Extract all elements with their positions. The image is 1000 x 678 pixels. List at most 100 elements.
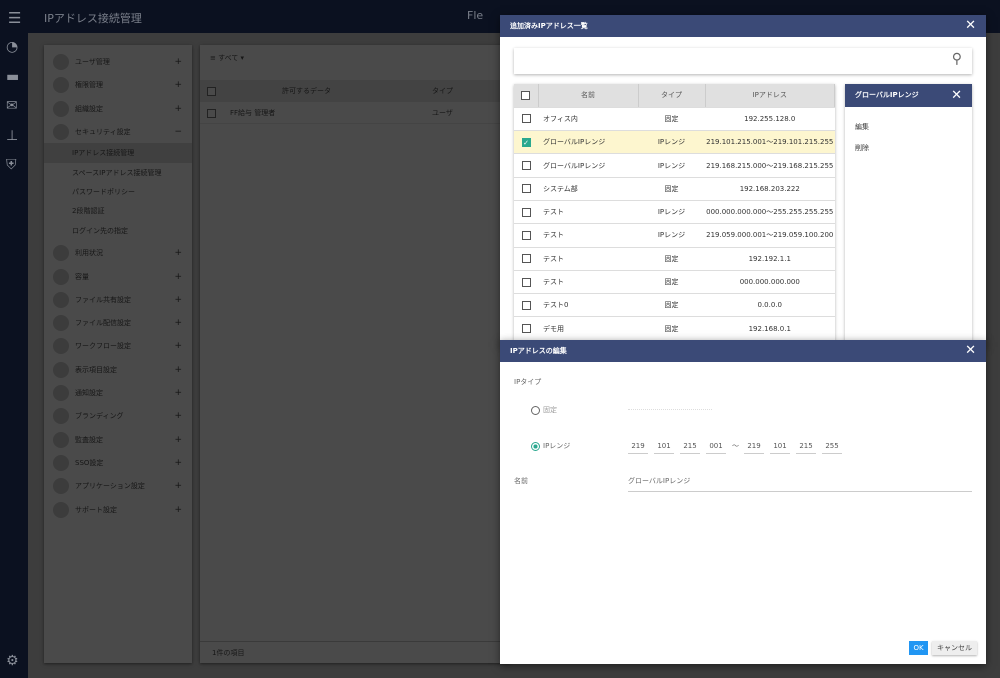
expand-icon[interactable]: + xyxy=(174,318,182,329)
row-ip: 000.000.000.000 xyxy=(705,270,835,295)
row-checkbox[interactable] xyxy=(521,324,531,334)
sidebar-item-label: ブランディング xyxy=(75,412,124,421)
speedometer-icon[interactable]: ◔ xyxy=(6,39,19,55)
row-checkbox[interactable] xyxy=(521,161,531,171)
expand-icon[interactable]: + xyxy=(174,341,182,352)
ip-from-octet-1[interactable]: 219 xyxy=(628,442,648,454)
row-checkbox[interactable] xyxy=(521,277,531,287)
ip-from-octet-4[interactable]: 001 xyxy=(706,442,726,454)
sidebar-item[interactable]: ファイル共有設定 + xyxy=(44,289,192,311)
ip-to-octet-4[interactable]: 255 xyxy=(822,442,842,454)
stamp-icon[interactable]: ⊥ xyxy=(6,128,19,144)
sidebar-item[interactable]: サポート設定 + xyxy=(44,499,192,521)
sidebar-item[interactable]: セキュリティ設定 − xyxy=(44,121,192,143)
row-checkbox[interactable] xyxy=(521,184,531,194)
ip-to-octet-1[interactable]: 219 xyxy=(744,442,764,454)
sidebar-subitem[interactable]: ログイン先の指定 xyxy=(72,226,128,235)
expand-icon[interactable]: + xyxy=(174,411,182,422)
radio-range[interactable]: IPレンジ xyxy=(531,441,570,451)
expand-icon[interactable]: + xyxy=(174,294,182,305)
fixed-ip-inputs[interactable] xyxy=(628,409,712,410)
filter-dropdown[interactable]: ≡ すべて ▾ xyxy=(210,54,245,62)
table-row[interactable]: グローバルIPレンジ IPレンジ 219.168.215.000〜219.168.2… xyxy=(514,153,835,178)
sidebar-item[interactable]: SSO設定 + xyxy=(44,452,192,474)
expand-icon[interactable]: − xyxy=(174,126,182,137)
expand-icon[interactable]: + xyxy=(174,481,182,492)
sidebar-item[interactable]: アプリケーション設定 + xyxy=(44,475,192,497)
select-all-checkbox[interactable] xyxy=(207,86,216,96)
search-input[interactable]: ⚲ xyxy=(514,48,972,74)
row-ip: 219.059.000.001〜219.059.100.200 xyxy=(705,223,835,248)
row-name: テスト xyxy=(538,270,638,295)
sidebar-item[interactable]: 通知設定 + xyxy=(44,382,192,404)
sidebar-item-label: 利用状況 xyxy=(75,249,103,258)
sidebar-item[interactable]: ブランディング + xyxy=(44,405,192,427)
row-checkbox[interactable] xyxy=(521,254,531,264)
close-icon[interactable]: ✕ xyxy=(951,88,962,103)
category-icon xyxy=(53,77,69,94)
sidebar-subitem[interactable]: パスワードポリシー xyxy=(72,188,135,196)
table-row[interactable]: テスト 固定 192.192.1.1 xyxy=(514,247,835,271)
expand-icon[interactable]: + xyxy=(174,80,182,91)
gear-icon[interactable]: ⚙ xyxy=(6,653,19,669)
sidebar-subitem[interactable]: スペースIPアドレス接続管理 xyxy=(72,168,162,177)
folder-icon[interactable]: ▬ xyxy=(6,69,20,85)
select-all-checkbox[interactable] xyxy=(521,90,531,100)
name-input[interactable]: グローバルIPレンジ xyxy=(628,476,972,492)
search-icon[interactable]: ⚲ xyxy=(951,51,962,67)
table-row[interactable]: テスト IPレンジ 219.059.000.001〜219.059.100.200 xyxy=(514,223,835,248)
delete-action[interactable]: 削除 xyxy=(855,144,869,152)
ip-from-octet-2[interactable]: 101 xyxy=(654,442,674,454)
sidebar-subitem[interactable]: 2段階認証 xyxy=(72,207,105,216)
table-row[interactable]: テスト 固定 000.000.000.000 xyxy=(514,270,835,295)
sidebar-item[interactable]: 権限管理 + xyxy=(44,74,192,96)
table-row[interactable]: デモ用 固定 192.168.0.1 xyxy=(514,316,835,341)
category-icon xyxy=(53,431,69,448)
table-row[interactable]: FF給与 管理者 ユーザ xyxy=(200,102,510,124)
table-row[interactable]: オフィス内 固定 192.255.128.0 xyxy=(514,107,835,132)
sidebar-item[interactable]: ファイル配信設定 + xyxy=(44,312,192,334)
sidebar-item[interactable]: 容量 + xyxy=(44,266,192,288)
ip-from-octet-3[interactable]: 215 xyxy=(680,442,700,454)
edit-action[interactable]: 編集 xyxy=(855,123,869,131)
mail-icon[interactable]: ✉ xyxy=(6,98,18,114)
row-checkbox[interactable] xyxy=(521,207,531,217)
table-row[interactable]: ✓ グローバルIPレンジ IPレンジ 219.101.215.001〜219.101.… xyxy=(514,130,835,155)
sidebar-item[interactable]: 組織設定 + xyxy=(44,98,192,120)
ip-list-dialog: 追加済みIPアドレス一覧 ✕ ⚲ 名前 タイプ IPアドレス オフィス内 固定 192… xyxy=(500,15,986,345)
row-checkbox[interactable] xyxy=(521,230,531,240)
expand-icon[interactable]: + xyxy=(174,457,182,468)
row-checkbox[interactable] xyxy=(521,300,531,310)
ok-button[interactable]: OK xyxy=(909,641,928,655)
sidebar-item-label: ワークフロー設定 xyxy=(75,342,131,351)
sidebar-item[interactable]: 監査設定 + xyxy=(44,429,192,451)
sidebar-item[interactable]: ユーザ管理 + xyxy=(44,51,192,73)
expand-icon[interactable]: + xyxy=(174,57,182,67)
sidebar-item[interactable]: 表示項目設定 + xyxy=(44,359,192,381)
expand-icon[interactable]: + xyxy=(174,364,182,375)
expand-icon[interactable]: + xyxy=(174,434,182,445)
table-row[interactable]: テスト0 固定 0.0.0.0 xyxy=(514,293,835,318)
shield-icon[interactable]: ⛨ xyxy=(6,157,17,173)
expand-icon[interactable]: + xyxy=(174,248,182,259)
cancel-button[interactable]: キャンセル xyxy=(932,641,977,655)
radio-fixed[interactable]: 固定 xyxy=(531,405,557,415)
row-checkbox[interactable]: ✓ xyxy=(521,137,531,147)
expand-icon[interactable]: + xyxy=(174,271,182,282)
row-checkbox[interactable] xyxy=(207,108,216,118)
hamburger-menu-icon[interactable]: ☰ xyxy=(8,9,22,27)
expand-icon[interactable]: + xyxy=(174,103,182,114)
row-checkbox[interactable] xyxy=(521,114,531,124)
sidebar-item[interactable]: ワークフロー設定 + xyxy=(44,335,192,357)
expand-icon[interactable]: + xyxy=(174,388,182,398)
close-icon[interactable]: ✕ xyxy=(965,343,976,358)
sidebar-item[interactable]: 利用状況 + xyxy=(44,242,192,264)
sidebar-subitem[interactable]: IPアドレス接続管理 xyxy=(44,143,192,164)
table-row[interactable]: テスト IPレンジ 000.000.000.000〜255.255.255.255 xyxy=(514,200,835,225)
ip-to-octet-2[interactable]: 101 xyxy=(770,442,790,454)
expand-icon[interactable]: + xyxy=(174,504,182,515)
ip-to-octet-3[interactable]: 215 xyxy=(796,442,816,454)
close-icon[interactable]: ✕ xyxy=(965,18,976,33)
table-row[interactable]: システム部 固定 192.168.203.222 xyxy=(514,177,835,201)
category-icon xyxy=(53,54,69,70)
